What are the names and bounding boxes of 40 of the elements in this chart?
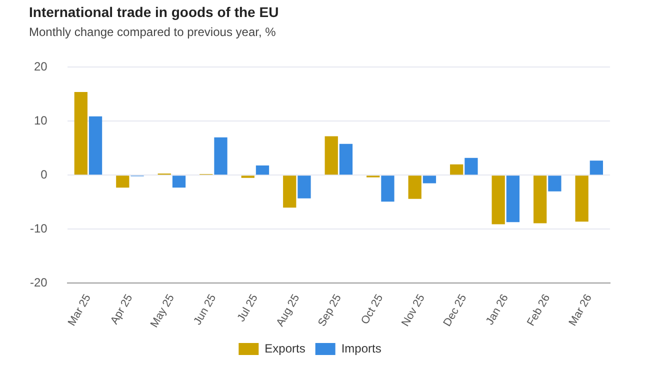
bar	[298, 176, 311, 198]
legend-label: Exports	[264, 341, 306, 356]
bar	[172, 176, 186, 188]
chart-subtitle: Monthly change compared to previous year, %	[29, 25, 276, 39]
bar	[492, 176, 505, 224]
chart-title: International trade in goods of the EU	[29, 4, 279, 20]
bar	[590, 160, 604, 175]
x-tick-label: Oct 25	[359, 292, 386, 327]
y-tick-label: 10	[34, 114, 48, 128]
x-tick-label: Jul 25	[235, 292, 260, 324]
bar	[324, 136, 338, 175]
x-tick-label: Jan 26	[484, 292, 511, 328]
bar	[381, 176, 394, 202]
bar	[116, 176, 130, 188]
y-tick-label: 20	[34, 60, 48, 74]
y-tick-label: 0	[40, 167, 48, 182]
bar	[339, 144, 353, 175]
x-tick-label: Feb 26	[525, 292, 553, 328]
bar	[283, 176, 296, 208]
y-tick-label: -10	[30, 221, 48, 236]
legend-label: Imports	[341, 341, 382, 356]
bar	[422, 176, 436, 184]
x-tick-label: Sep 25	[316, 292, 344, 329]
bar	[548, 176, 562, 192]
x-tick-label: Apr 25	[108, 292, 136, 327]
bar	[408, 176, 422, 199]
bar	[450, 164, 464, 175]
bar	[88, 116, 102, 175]
bar	[464, 158, 478, 175]
x-tick-label: Dec 25	[441, 292, 470, 329]
bar	[74, 92, 88, 175]
x-tick-label: Mar 26	[566, 292, 594, 328]
x-tick-label: Mar 25	[66, 292, 94, 328]
bar	[506, 176, 520, 222]
bar	[534, 176, 547, 224]
bar	[575, 176, 588, 222]
bar	[256, 165, 270, 175]
x-tick-label: Jun 25	[192, 292, 219, 328]
bar	[214, 137, 228, 175]
y-tick-label: -20	[30, 275, 48, 290]
